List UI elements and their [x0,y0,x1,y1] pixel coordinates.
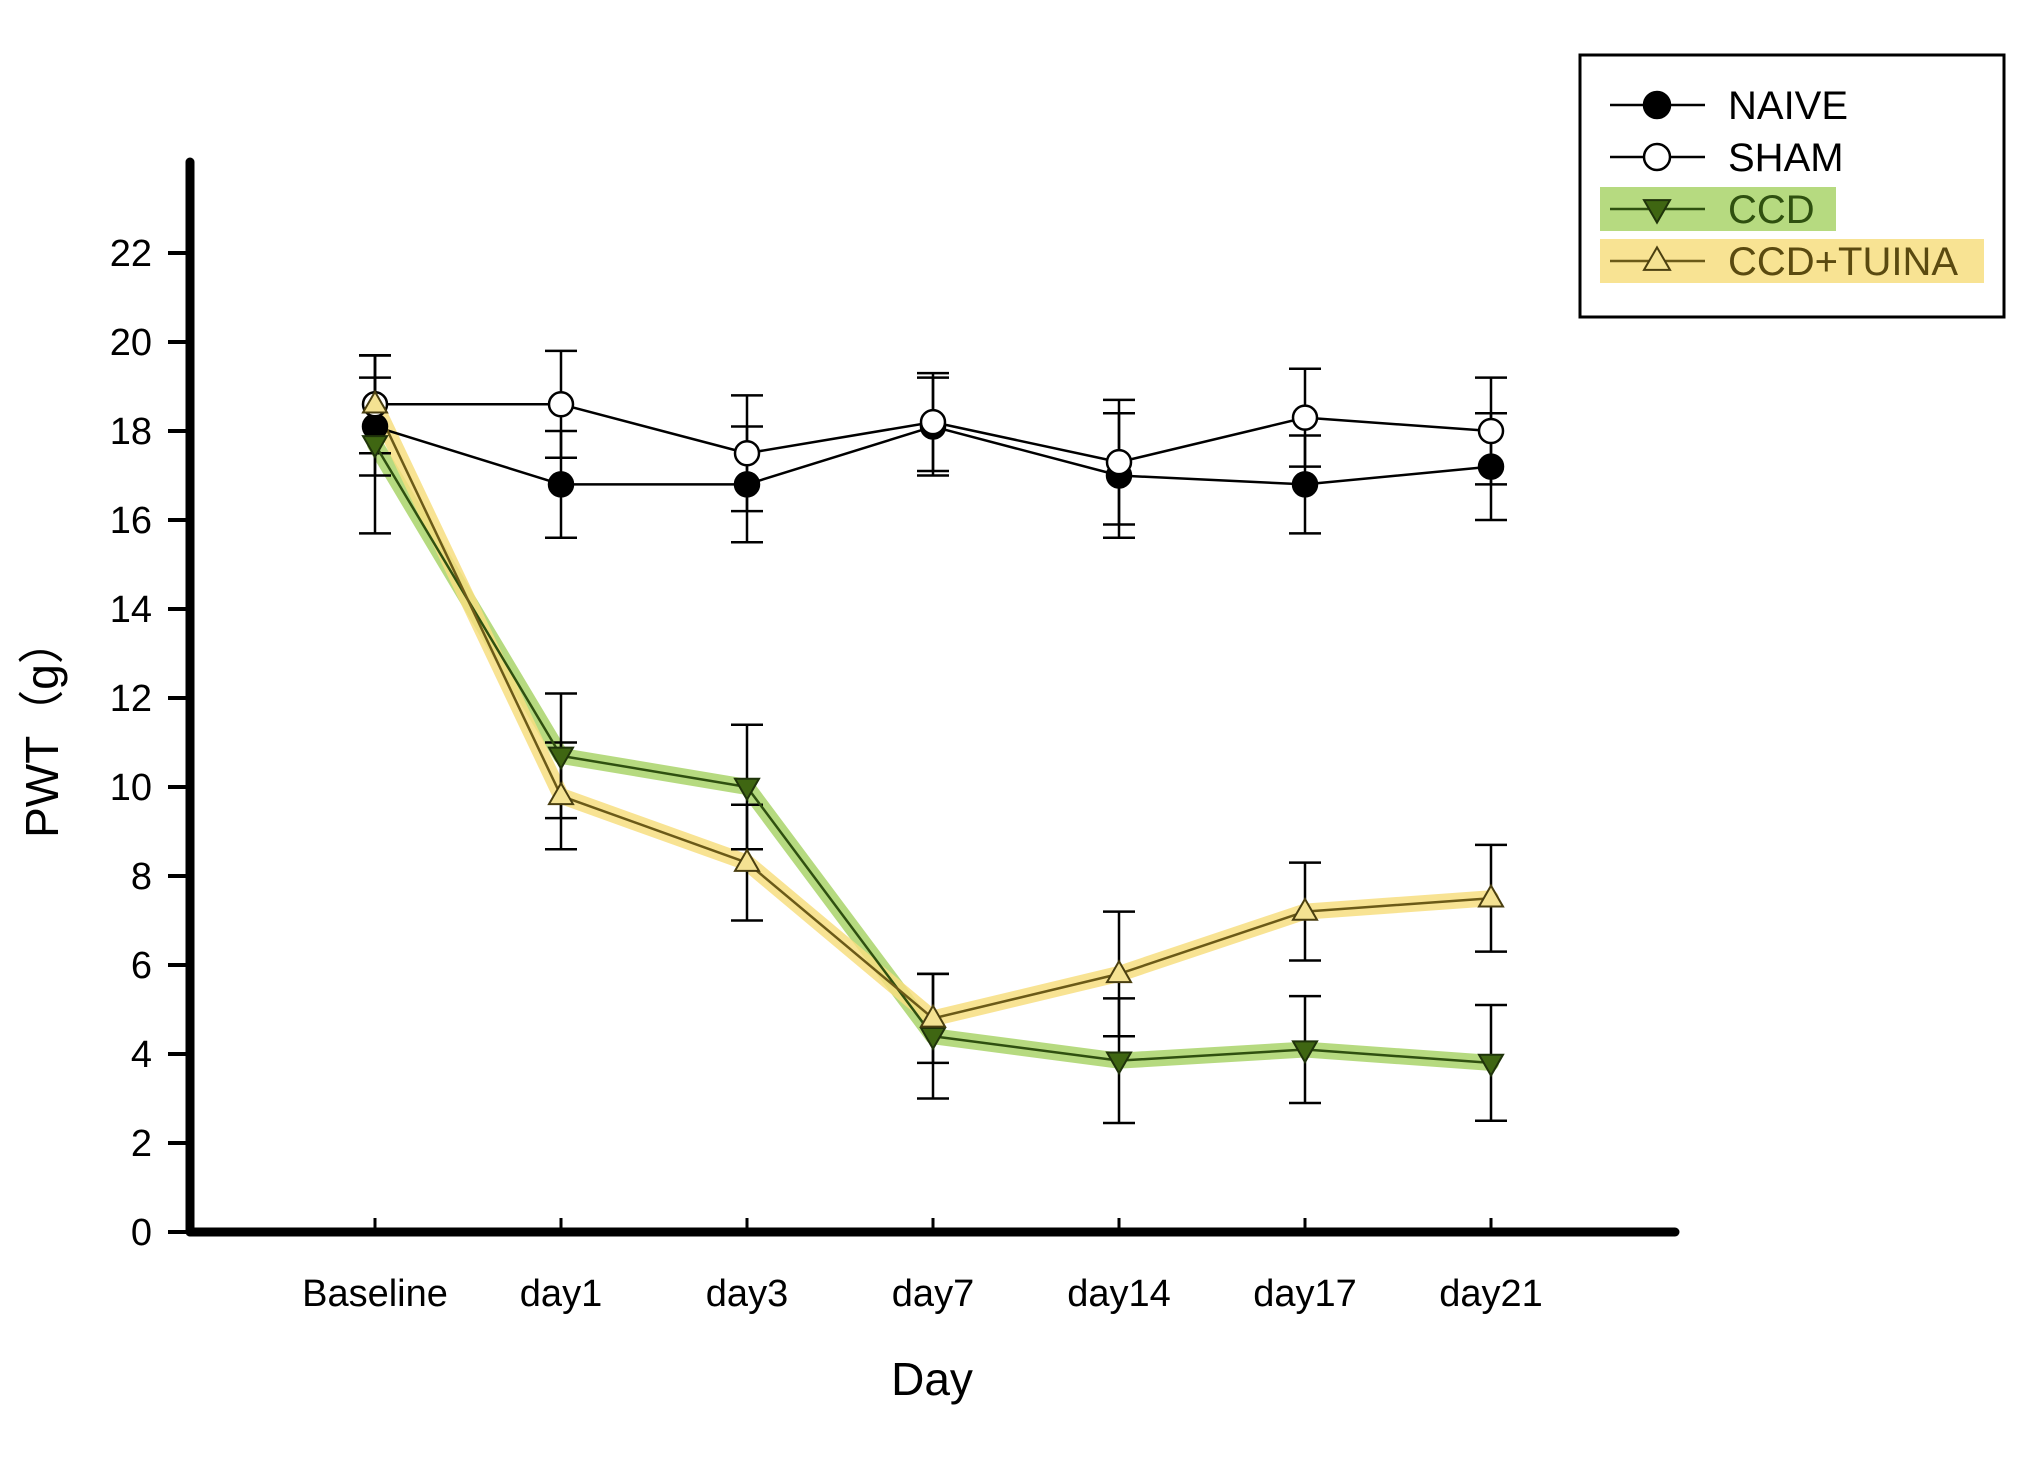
y-tick-label-0: 0 [131,1212,152,1254]
y-tick-label-22: 22 [110,233,152,275]
legend-label-ccd: CCD [1728,188,1815,232]
marker-ccd-tuina-5 [1291,896,1319,921]
legend-marker-sham [1642,142,1672,172]
x-tick-label-day14: day14 [1067,1273,1171,1315]
marker-ccd-5 [1291,1040,1319,1065]
marker-ccd-tuina-6 [1477,883,1505,908]
legend: NAIVE SHAM CCD CCD+TUINA [1578,53,2006,319]
marker-naive-6 [1477,453,1505,480]
x-ticks: Baseline day1 day3 day7 day14 day17 day21 [302,1218,1543,1315]
y-tick-label-4: 4 [131,1034,152,1076]
marker-ccd-6 [1477,1053,1505,1078]
y-tick-label-2: 2 [131,1123,152,1165]
marker-ccd-4 [1105,1051,1133,1076]
x-tick-label-day3: day3 [706,1273,788,1315]
series-highlight-bands [367,396,1499,1071]
marker-ccd-0 [361,435,389,459]
marker-sham-4 [1105,448,1133,476]
marker-ccd-tuina-4 [1105,959,1133,984]
legend-label-sham: SHAM [1728,136,1844,180]
marker-naive-0 [361,413,389,440]
marker-ccd-tuina-1 [547,781,575,806]
marker-ccd-tuina-2 [733,848,761,872]
marker-sham-3 [919,408,947,436]
marker-ccd-1 [547,746,575,771]
y-axis-title: PWT（g） [16,618,68,838]
marker-sham-2 [733,440,761,467]
marker-naive-5 [1291,471,1319,498]
x-tick-label-day17: day17 [1253,1273,1357,1315]
y-tick-label-6: 6 [131,945,152,987]
y-tick-label-20: 20 [110,322,152,364]
marker-naive-1 [547,471,575,498]
legend-label-ccd-tuina: CCD+TUINA [1728,240,1958,284]
legend-marker-naive [1642,90,1672,120]
marker-ccd-tuina-0 [361,389,389,414]
legend-marker-ccd-tuina [1642,245,1672,271]
marker-ccd-3 [919,1027,947,1051]
marker-sham-1 [547,391,575,418]
x-tick-label-Baseline: Baseline [302,1273,448,1315]
marker-sham-5 [1291,404,1319,431]
y-ticks: 0 2 4 6 8 10 12 14 16 18 20 22 [110,233,190,1254]
series-markers [361,389,1505,1078]
marker-sham-6 [1477,417,1505,445]
x-tick-label-day7: day7 [892,1273,974,1315]
x-axis-title: Day [891,1353,973,1405]
y-tick-label-16: 16 [110,500,152,542]
y-tick-label-18: 18 [110,411,152,453]
y-tick-label-14: 14 [110,589,152,631]
x-tick-label-day21: day21 [1439,1273,1543,1315]
y-tick-label-12: 12 [110,678,152,720]
marker-naive-2 [733,471,761,498]
y-tick-label-10: 10 [110,767,152,809]
y-tick-label-8: 8 [131,856,152,898]
legend-marker-ccd [1642,199,1672,225]
marker-ccd-tuina-3 [919,1003,947,1028]
marker-ccd-2 [733,777,761,802]
legend-label-naive: NAIVE [1728,84,1848,128]
x-tick-label-day1: day1 [520,1273,602,1315]
